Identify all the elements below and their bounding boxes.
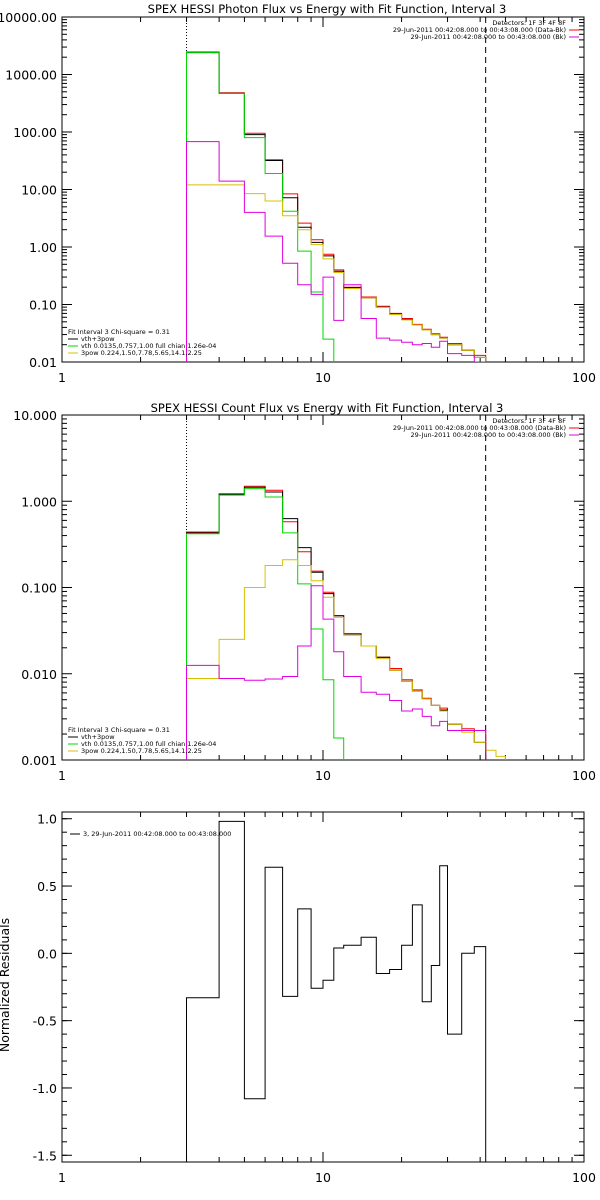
series-magenta-histogram [186, 585, 487, 760]
legend-fit-entry: vth 0.0135,0.757,1.00 full chian 1.26e-0… [81, 342, 216, 350]
y-tick-label: 1.000 [21, 494, 57, 509]
residuals-panel: Normalized Residuals 1 10 100 -1.5 -1.0 -0.5 0… [0, 811, 596, 1185]
x-tick-label: 100 [572, 768, 596, 783]
series-red-histogram [186, 52, 487, 362]
count-flux-plot: 1 10 100 0.001 0.010 0.100 1.000 10.000 Detector… [13, 408, 596, 783]
legend-top-entry: 29-Jun-2011 00:42:08.000 to 00:43:08.000… [411, 33, 566, 41]
x-tick-label: 10 [315, 768, 331, 783]
x-tick-label: 10 [315, 370, 331, 385]
y-tick-label: 1.00 [29, 240, 57, 255]
photon-flux-panel: SPEX HESSI Photon Flux vs Energy with Fi… [0, 2, 596, 385]
y-tick-label: 1.0 [37, 812, 57, 827]
residuals-plot: 1 10 100 -1.5 -1.0 -0.5 0.0 0.5 1.0 3, 29-Jun-201… [33, 811, 596, 1185]
series-yellow-histogram [186, 184, 487, 362]
y-tick-label: 0.5 [37, 879, 57, 894]
y-tick-label: 0.0 [37, 946, 57, 961]
y-tick-label: 0.010 [21, 667, 57, 682]
series-yellow-histogram [186, 559, 506, 760]
photon-flux-plot: 1 10 100 0.01 0.10 1.00 10.00 100.00 1000.00 1000… [0, 10, 596, 385]
legend-top-entry: Detectors: 1F 3F 4F 8F [492, 417, 566, 425]
legend-entry: 3, 29-Jun-2011 00:42:08.000 to 00:43:08.… [83, 830, 231, 838]
legend-fit-entry: vth+3pow [81, 335, 115, 343]
y-tick-label: 10.000 [13, 408, 57, 423]
legend-fit-entry: 3pow 0.224,1.50,7.78,5.65,14.1,2.25 [81, 349, 202, 357]
series-magenta-histogram [186, 141, 487, 362]
y-tick-label: 100.00 [13, 125, 57, 140]
series-black-histogram [186, 820, 487, 1162]
legend-fit-entry: vth+3pow [81, 733, 115, 741]
legend-top-entry: Detectors: 1F 3F 4F 8F [492, 19, 566, 27]
series-red-histogram [186, 485, 487, 760]
x-tick-label: 1 [58, 370, 66, 385]
series-green-histogram [186, 488, 345, 760]
y-tick-label: -1.5 [33, 1148, 57, 1163]
residuals-y-axis-label: Normalized Residuals [0, 918, 12, 1052]
legend-top-entry: 29-Jun-2011 00:42:08.000 to 00:43:08.000… [393, 424, 566, 432]
count-flux-panel: SPEX HESSI Count Flux vs Energy with Fit… [13, 401, 596, 783]
y-tick-label: -1.0 [33, 1081, 57, 1096]
y-tick-label: 10000.00 [0, 10, 57, 25]
legend-fit-header: Fit Interval 3 Chi-square = 0.31 [68, 726, 170, 734]
y-tick-label: -0.5 [33, 1014, 57, 1029]
x-tick-label: 1 [58, 1170, 66, 1185]
y-tick-label: 0.10 [29, 298, 57, 313]
x-tick-label: 10 [315, 1170, 331, 1185]
y-tick-label: 0.001 [21, 753, 57, 768]
photon-flux-title: SPEX HESSI Photon Flux vs Energy with Fi… [148, 2, 507, 16]
y-tick-label: 10.00 [21, 183, 57, 198]
series-black-histogram [186, 51, 487, 362]
x-tick-label: 100 [572, 1170, 596, 1185]
legend-fit-entry: vth 0.0135,0.757,1.00 full chian 1.26e-0… [81, 740, 216, 748]
legend-top-entry: 29-Jun-2011 00:42:08.000 to 00:43:08.000… [411, 431, 566, 439]
legend-top-entry: 29-Jun-2011 00:42:08.000 to 00:43:08.000… [393, 26, 566, 34]
legend-fit-entry: 3pow 0.224,1.50,7.78,5.65,14.1,2.25 [81, 747, 202, 755]
series-green-histogram [186, 52, 335, 362]
y-tick-label: 0.100 [21, 581, 57, 596]
series-black-histogram [186, 486, 487, 760]
y-tick-label: 1000.00 [5, 68, 57, 83]
legend-fit-header: Fit Interval 3 Chi-square = 0.31 [68, 328, 170, 336]
x-tick-label: 100 [572, 370, 596, 385]
y-tick-label: 0.01 [29, 355, 57, 370]
x-tick-label: 1 [58, 768, 66, 783]
count-flux-title: SPEX HESSI Count Flux vs Energy with Fit… [151, 401, 504, 415]
